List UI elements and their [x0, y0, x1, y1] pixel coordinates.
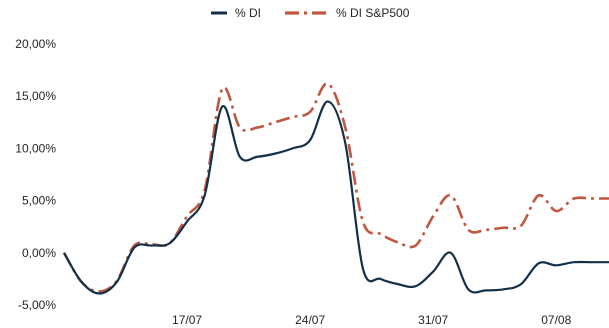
x-tick-label: 17/07	[172, 313, 202, 327]
y-tick-label: -5,00%	[18, 298, 56, 312]
y-axis: -5,00% 0,00% 5,00% 10,00% 15,00% 20,00%	[15, 37, 56, 312]
x-tick-label: 31/07	[418, 313, 448, 327]
y-tick-label: 15,00%	[15, 89, 56, 103]
y-tick-label: 10,00%	[15, 141, 56, 155]
x-tick-label: 24/07	[295, 313, 325, 327]
plot-area	[62, 82, 609, 295]
x-axis: 17/07 24/07 31/07 07/08	[172, 313, 572, 327]
series-line-di	[63, 100, 609, 295]
y-tick-label: 20,00%	[15, 37, 56, 51]
y-tick-label: 0,00%	[22, 246, 56, 260]
x-tick-label: 07/08	[541, 313, 571, 327]
legend-label: % DI S&P500	[336, 6, 410, 20]
legend-label: % DI	[235, 6, 261, 20]
y-tick-label: 5,00%	[22, 194, 56, 208]
legend: % DI % DI S&P500	[211, 6, 410, 20]
